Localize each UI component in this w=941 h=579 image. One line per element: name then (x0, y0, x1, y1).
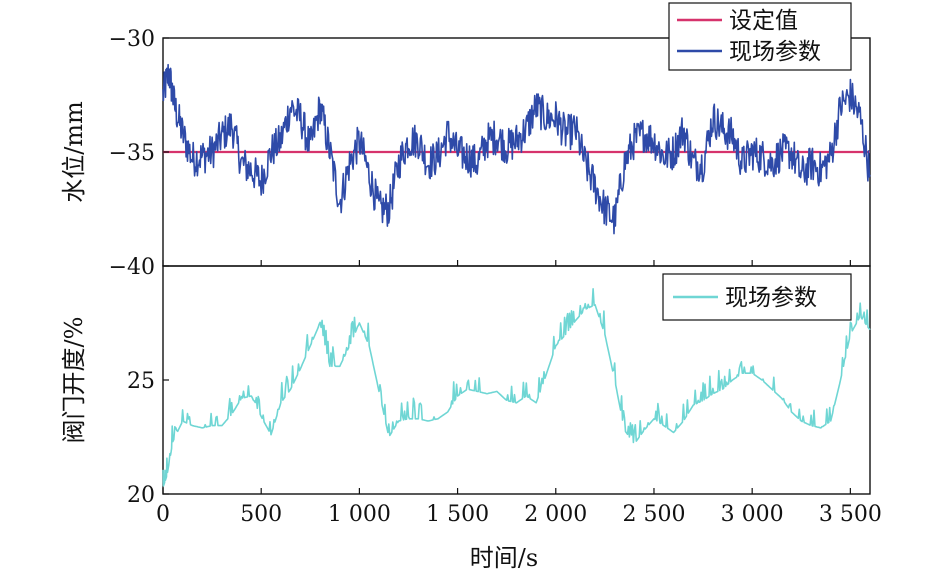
x-tick-label: 1 000 (328, 502, 391, 527)
x-tick-label: 500 (240, 502, 282, 527)
water-level-y-tick-label: −35 (109, 141, 155, 166)
water-level-panel: −30 −35 −40 水位/mm 设定值 现场参数 (60, 2, 871, 280)
x-tick-label: 0 (156, 502, 170, 527)
valve-opening-x-ticks: 0 500 1 000 1 500 2 000 2 500 3 000 3 500 (156, 488, 882, 527)
x-tick-label: 2 500 (622, 502, 685, 527)
x-tick-label: 2 000 (524, 502, 587, 527)
water-level-y-axis-label: 水位/mm (60, 101, 88, 203)
water-level-legend: 设定值 现场参数 (668, 2, 852, 71)
water-level-y-tick-label: −40 (109, 255, 155, 280)
x-tick-label: 1 500 (426, 502, 489, 527)
legend-label-setpoint: 设定值 (729, 8, 798, 34)
water-level-series-line-1 (162, 63, 871, 235)
legend-label-field-valve: 现场参数 (725, 285, 817, 311)
valve-opening-y-axis-label: 阀门开度/% (60, 317, 88, 444)
valve-opening-y-tick-label: 25 (127, 369, 155, 394)
time-x-axis-label: 时间/s (470, 544, 538, 572)
valve-opening-y-tick-label: 20 (127, 483, 155, 508)
valve-opening-legend: 现场参数 (662, 273, 852, 321)
x-tick-label: 3 500 (819, 502, 882, 527)
water-level-y-ticks: −30 −35 −40 (109, 27, 851, 280)
valve-opening-series-group (162, 288, 871, 487)
x-tick-label: 3 000 (721, 502, 784, 527)
water-level-y-tick-label: −30 (109, 27, 155, 52)
water-level-legend-box (668, 2, 852, 71)
valve-opening-series-line-0 (162, 288, 871, 487)
water-level-series-group (162, 63, 871, 235)
legend-label-field-level: 现场参数 (729, 39, 821, 65)
